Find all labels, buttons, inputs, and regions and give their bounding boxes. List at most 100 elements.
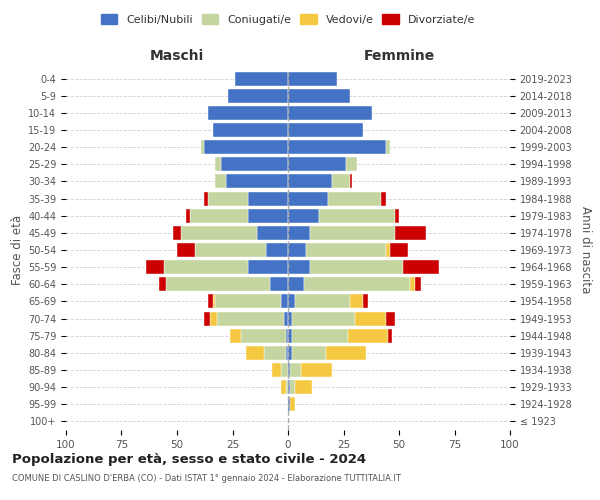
Bar xyxy=(288,312,292,326)
Bar xyxy=(230,328,241,342)
Bar xyxy=(415,278,421,291)
Bar xyxy=(292,346,326,360)
Bar xyxy=(210,312,217,326)
Bar xyxy=(284,312,288,326)
Bar xyxy=(226,174,288,188)
Bar xyxy=(306,243,386,257)
Bar xyxy=(301,363,332,377)
Bar xyxy=(177,243,195,257)
Bar xyxy=(395,208,399,222)
Bar xyxy=(290,363,301,377)
Bar xyxy=(386,312,395,326)
Bar xyxy=(146,260,164,274)
Bar xyxy=(257,226,288,240)
Bar xyxy=(328,192,381,205)
Bar xyxy=(304,278,410,291)
Bar xyxy=(186,208,190,222)
Bar xyxy=(288,398,290,411)
Bar xyxy=(248,208,288,222)
Bar xyxy=(288,140,386,154)
Bar xyxy=(288,72,337,86)
Bar xyxy=(208,192,248,205)
Bar xyxy=(288,294,295,308)
Bar xyxy=(295,294,350,308)
Bar xyxy=(386,243,390,257)
Bar xyxy=(310,260,403,274)
Bar xyxy=(288,158,346,172)
Bar xyxy=(288,208,319,222)
Bar xyxy=(212,294,215,308)
Bar xyxy=(281,363,288,377)
Bar xyxy=(350,294,364,308)
Bar xyxy=(288,192,328,205)
Bar xyxy=(286,346,288,360)
Bar xyxy=(288,346,292,360)
Text: Femmine: Femmine xyxy=(364,48,434,62)
Bar xyxy=(288,174,332,188)
Bar xyxy=(217,312,284,326)
Bar xyxy=(235,72,288,86)
Bar xyxy=(290,398,295,411)
Bar xyxy=(228,88,288,102)
Bar xyxy=(292,328,348,342)
Bar xyxy=(266,243,288,257)
Y-axis label: Fasce di età: Fasce di età xyxy=(11,215,24,285)
Bar xyxy=(286,328,288,342)
Bar xyxy=(246,346,263,360)
Bar xyxy=(386,140,390,154)
Bar xyxy=(364,294,368,308)
Bar xyxy=(288,278,304,291)
Bar xyxy=(272,363,281,377)
Bar xyxy=(403,260,439,274)
Text: Popolazione per età, sesso e stato civile - 2024: Popolazione per età, sesso e stato civil… xyxy=(12,452,366,466)
Bar xyxy=(332,174,350,188)
Bar xyxy=(203,140,288,154)
Bar xyxy=(166,278,270,291)
Bar xyxy=(248,260,288,274)
Bar xyxy=(288,88,350,102)
Bar xyxy=(310,226,395,240)
Bar xyxy=(410,278,415,291)
Bar xyxy=(286,380,288,394)
Bar xyxy=(203,192,208,205)
Bar xyxy=(215,158,221,172)
Bar xyxy=(395,226,425,240)
Bar xyxy=(288,123,364,137)
Bar xyxy=(355,312,386,326)
Bar xyxy=(288,226,310,240)
Bar xyxy=(290,380,295,394)
Bar xyxy=(281,294,288,308)
Bar xyxy=(203,312,211,326)
Bar xyxy=(381,192,386,205)
Bar xyxy=(241,328,286,342)
Bar xyxy=(202,140,203,154)
Bar xyxy=(212,123,288,137)
Bar xyxy=(348,328,388,342)
Bar xyxy=(215,294,281,308)
Bar xyxy=(221,158,288,172)
Bar xyxy=(288,260,310,274)
Bar xyxy=(281,380,286,394)
Bar xyxy=(346,158,357,172)
Bar xyxy=(350,174,352,188)
Bar xyxy=(388,328,392,342)
Text: Maschi: Maschi xyxy=(150,48,204,62)
Bar xyxy=(326,346,366,360)
Bar xyxy=(173,226,181,240)
Text: COMUNE DI CASLINO D'ERBA (CO) - Dati ISTAT 1° gennaio 2024 - Elaborazione TUTTIT: COMUNE DI CASLINO D'ERBA (CO) - Dati IST… xyxy=(12,474,401,483)
Bar xyxy=(248,192,288,205)
Bar xyxy=(288,328,292,342)
Bar xyxy=(208,294,212,308)
Bar xyxy=(390,243,408,257)
Bar xyxy=(164,260,248,274)
Legend: Celibi/Nubili, Coniugati/e, Vedovi/e, Divorziate/e: Celibi/Nubili, Coniugati/e, Vedovi/e, Di… xyxy=(97,10,479,28)
Bar xyxy=(319,208,395,222)
Bar xyxy=(263,346,286,360)
Bar xyxy=(159,278,166,291)
Bar xyxy=(288,243,306,257)
Bar xyxy=(181,226,257,240)
Bar xyxy=(195,243,266,257)
Bar xyxy=(288,363,290,377)
Bar xyxy=(288,380,290,394)
Bar xyxy=(215,174,226,188)
